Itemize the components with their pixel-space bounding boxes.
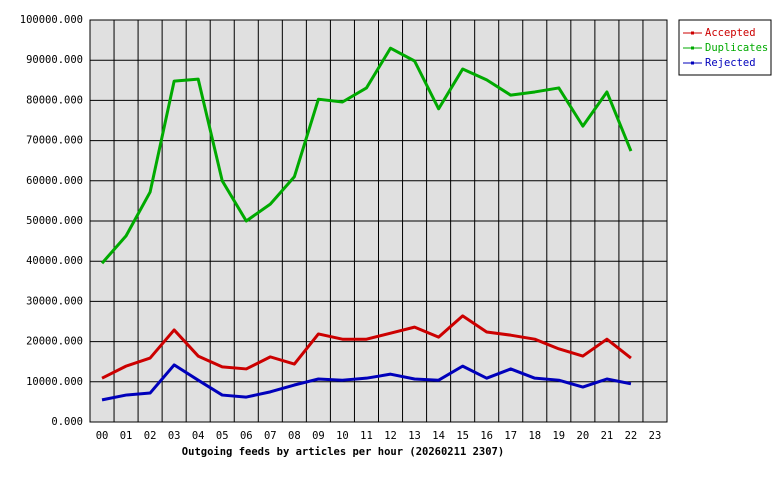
x-tick-label: 21 [601, 430, 614, 442]
x-tick-label: 07 [264, 430, 277, 442]
y-tick-label: 60000.000 [26, 175, 83, 187]
series-line [101, 314, 632, 380]
y-tick-label: 0.000 [51, 416, 83, 428]
legend-label: Accepted [705, 27, 756, 39]
y-tick-label: 100000.000 [20, 14, 83, 26]
plot-frame [89, 19, 668, 423]
series-line [100, 46, 633, 265]
legend-label: Duplicates [705, 42, 768, 54]
x-tick-label: 23 [649, 430, 662, 442]
y-tick-label: 30000.000 [26, 295, 83, 307]
legend-marker [691, 61, 694, 65]
y-tick-label: 10000.000 [26, 376, 83, 388]
x-tick-label: 13 [408, 430, 421, 442]
x-tick-label: 17 [504, 430, 517, 442]
x-tick-label: 06 [240, 430, 253, 442]
x-tick-label: 08 [288, 430, 301, 442]
legend-label: Rejected [705, 57, 756, 69]
x-tick-label: 10 [336, 430, 349, 442]
y-tick-label: 20000.000 [26, 336, 83, 348]
x-tick-label: 04 [192, 430, 205, 442]
y-tick-label: 40000.000 [26, 255, 83, 267]
x-tick-label: 18 [528, 430, 541, 442]
series-line [101, 363, 632, 402]
x-tick-label: 05 [216, 430, 229, 442]
x-tick-label: 12 [384, 430, 397, 442]
x-tick-label: 11 [360, 430, 373, 442]
x-tick-label: 15 [456, 430, 469, 442]
x-tick-label: 20 [577, 430, 590, 442]
y-tick-label: 90000.000 [26, 54, 83, 66]
x-tick-label: 19 [552, 430, 565, 442]
x-tick-label: 01 [120, 430, 133, 442]
x-tick-label: 09 [312, 430, 325, 442]
legend-marker [691, 46, 694, 50]
x-tick-label: 02 [144, 430, 157, 442]
y-tick-label: 50000.000 [26, 215, 83, 227]
x-tick-label: 00 [96, 430, 109, 442]
x-tick-label: 14 [432, 430, 445, 442]
x-tick-label: 03 [168, 430, 181, 442]
y-tick-label: 70000.000 [26, 135, 83, 147]
x-axis-label: Outgoing feeds by articles per hour (202… [182, 446, 504, 458]
legend-marker [691, 31, 694, 35]
y-tick-label: 80000.000 [26, 94, 83, 106]
x-tick-label: 22 [625, 430, 638, 442]
x-tick-label: 16 [480, 430, 493, 442]
